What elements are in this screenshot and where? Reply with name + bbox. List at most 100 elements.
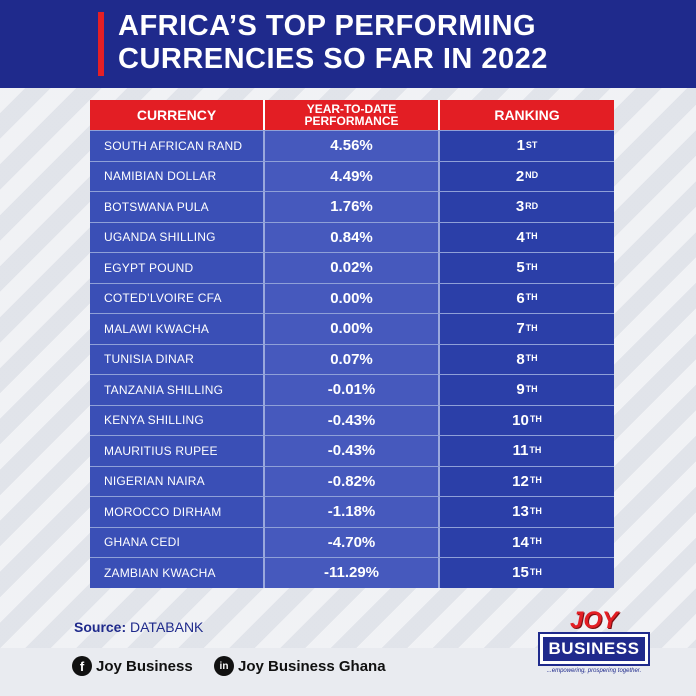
ytd-cell: -0.01%	[265, 375, 440, 405]
table-header: CURRENCY YEAR-TO-DATE PERFORMANCE RANKING	[90, 100, 614, 130]
title-line-1: AFRICA’S TOP PERFORMING	[118, 10, 537, 42]
currency-cell: GHANA CEDI	[90, 527, 265, 557]
currency-cell: NIGERIAN NAIRA	[90, 466, 265, 496]
ytd-cell: 0.07%	[265, 344, 440, 374]
rank-cell: 11 TH	[440, 436, 614, 466]
facebook-link[interactable]: f Joy Business	[72, 656, 193, 676]
ytd-cell: 0.00%	[265, 314, 440, 344]
table-row: NIGERIAN NAIRA -0.82% 12 TH	[90, 465, 614, 496]
currency-cell: NAMIBIAN DOLLAR	[90, 161, 265, 191]
currency-cell: MALAWI KWACHA	[90, 314, 265, 344]
source-line: Source: DATABANK	[74, 619, 203, 635]
rank-suffix: TH	[529, 475, 542, 486]
ytd-cell: 4.49%	[265, 161, 440, 191]
rank-number: 14	[512, 533, 529, 551]
rank-number: 13	[512, 503, 529, 521]
currency-cell: MAURITIUS RUPEE	[90, 436, 265, 466]
logo-joy-text: JOY	[569, 607, 619, 634]
currency-cell: BOTSWANA PULA	[90, 192, 265, 222]
currency-table: CURRENCY YEAR-TO-DATE PERFORMANCE RANKING…	[90, 100, 614, 588]
linkedin-icon: in	[214, 656, 234, 676]
rank-cell: 3 RD	[440, 192, 614, 222]
rank-suffix: TH	[525, 383, 538, 394]
ytd-cell: -1.18%	[265, 497, 440, 527]
facebook-icon: f	[72, 656, 92, 676]
rank-suffix: TH	[525, 322, 538, 333]
rank-cell: 5 TH	[440, 253, 614, 283]
ytd-cell: 0.84%	[265, 222, 440, 252]
linkedin-link[interactable]: in Joy Business Ghana	[214, 656, 386, 676]
ytd-cell: 4.56%	[265, 131, 440, 161]
currency-cell: UGANDA SHILLING	[90, 222, 265, 252]
table-row: MALAWI KWACHA 0.00% 7 TH	[90, 313, 614, 344]
rank-suffix: ST	[525, 139, 538, 150]
table-row: SOUTH AFRICAN RAND 4.56% 1 ST	[90, 130, 614, 161]
table-row: GHANA CEDI -4.70% 14 TH	[90, 526, 614, 557]
rank-suffix: TH	[525, 261, 538, 272]
table-row: MAURITIUS RUPEE -0.43% 11 TH	[90, 435, 614, 466]
table-row: MOROCCO DIRHAM -1.18% 13 TH	[90, 496, 614, 527]
source-label: Source:	[74, 619, 127, 635]
rank-cell: 10 TH	[440, 405, 614, 435]
ytd-cell: -0.82%	[265, 466, 440, 496]
rank-suffix: TH	[529, 444, 542, 455]
ytd-cell: -0.43%	[265, 436, 440, 466]
rank-cell: 6 TH	[440, 283, 614, 313]
rank-number: 7	[516, 320, 525, 338]
rank-number: 3	[515, 198, 525, 216]
rank-number: 4	[516, 228, 525, 246]
rank-suffix: TH	[529, 414, 542, 425]
rank-cell: 14 TH	[440, 527, 614, 557]
rank-number: 9	[516, 381, 525, 399]
title-line-2: CURRENCIES SO FAR IN 2022	[118, 43, 548, 75]
table-row: KENYA SHILLING -0.43% 10 TH	[90, 404, 614, 435]
facebook-label: Joy Business	[96, 657, 193, 675]
rank-suffix: ND	[525, 170, 539, 181]
rank-number: 6	[516, 289, 525, 307]
rank-suffix: TH	[525, 353, 538, 364]
header-banner: AFRICA’S TOP PERFORMING CURRENCIES SO FA…	[0, 0, 696, 88]
rank-cell: 8 TH	[440, 344, 614, 374]
ytd-header-line-1: YEAR-TO-DATE	[306, 102, 397, 116]
currency-cell: MOROCCO DIRHAM	[90, 497, 265, 527]
column-header-ranking: RANKING	[440, 100, 614, 130]
ytd-cell: 1.76%	[265, 192, 440, 222]
rank-cell: 2 ND	[440, 161, 614, 191]
table-row: COTED’LVOIRE CFA 0.00% 6 TH	[90, 282, 614, 313]
rank-number: 12	[512, 472, 529, 490]
column-header-ytd: YEAR-TO-DATE PERFORMANCE	[265, 100, 440, 130]
currency-cell: EGYPT POUND	[90, 253, 265, 283]
rank-suffix: TH	[529, 566, 542, 577]
rank-suffix: TH	[525, 231, 538, 242]
table-row: EGYPT POUND 0.02% 5 TH	[90, 252, 614, 283]
rank-suffix: TH	[525, 292, 538, 303]
ytd-cell: -4.70%	[265, 527, 440, 557]
rank-number: 1	[516, 137, 525, 155]
currency-cell: COTED’LVOIRE CFA	[90, 283, 265, 313]
table-row: UGANDA SHILLING 0.84% 4 TH	[90, 221, 614, 252]
currency-cell: ZAMBIAN KWACHA	[90, 558, 265, 588]
rank-suffix: TH	[529, 505, 542, 516]
column-header-currency: CURRENCY	[90, 100, 265, 130]
rank-cell: 15 TH	[440, 558, 614, 588]
rank-cell: 12 TH	[440, 466, 614, 496]
linkedin-label: Joy Business Ghana	[238, 657, 386, 675]
ytd-cell: 0.00%	[265, 283, 440, 313]
currency-cell: KENYA SHILLING	[90, 405, 265, 435]
rank-number: 5	[516, 259, 525, 277]
rank-number: 10	[512, 411, 529, 429]
table-row: TUNISIA DINAR 0.07% 8 TH	[90, 343, 614, 374]
table-body: SOUTH AFRICAN RAND 4.56% 1 ST NAMIBIAN DOLLA…	[90, 130, 614, 588]
rank-cell: 13 TH	[440, 497, 614, 527]
ytd-header-line-2: PERFORMANCE	[304, 114, 399, 128]
rank-cell: 1 ST	[440, 131, 614, 161]
rank-suffix: TH	[529, 536, 542, 547]
header-accent-bar	[98, 12, 104, 76]
currency-cell: SOUTH AFRICAN RAND	[90, 131, 265, 161]
rank-number: 15	[512, 564, 529, 582]
table-row: NAMIBIAN DOLLAR 4.49% 2 ND	[90, 160, 614, 191]
ytd-cell: -0.43%	[265, 405, 440, 435]
page-title: AFRICA’S TOP PERFORMING CURRENCIES SO FA…	[118, 10, 678, 76]
table-row: BOTSWANA PULA 1.76% 3 RD	[90, 191, 614, 222]
ytd-cell: 0.02%	[265, 253, 440, 283]
